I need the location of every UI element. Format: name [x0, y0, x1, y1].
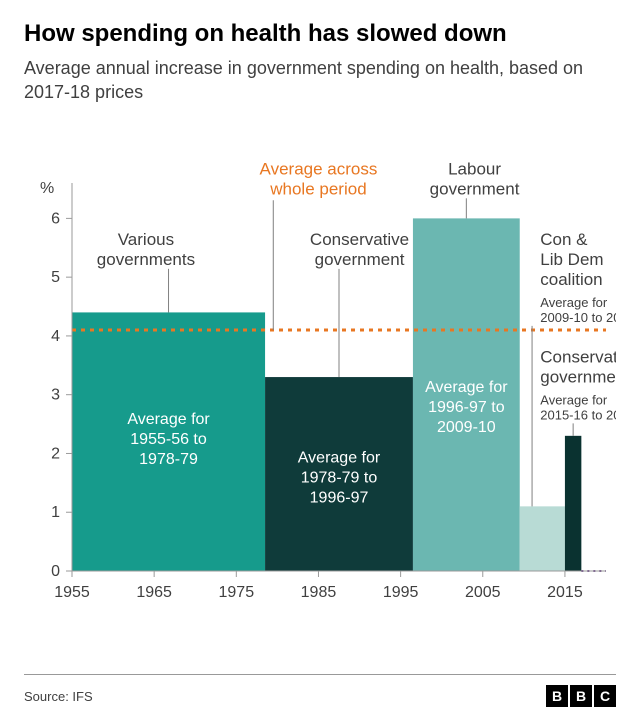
svg-text:1996-97 to: 1996-97 to [428, 398, 505, 415]
svg-text:government: government [540, 367, 616, 386]
svg-text:3: 3 [51, 386, 60, 403]
svg-text:coalition: coalition [540, 269, 602, 288]
svg-text:government: government [430, 179, 520, 198]
svg-text:0: 0 [51, 563, 60, 580]
chart-container: How spending on health has slowed down A… [0, 0, 640, 723]
svg-text:1: 1 [51, 504, 60, 521]
chart-subtitle: Average annual increase in government sp… [24, 56, 616, 105]
footer: Source: IFS B B C [24, 674, 616, 707]
svg-text:2005: 2005 [465, 584, 501, 601]
svg-text:1955-56 to: 1955-56 to [130, 431, 207, 448]
svg-text:1978-79: 1978-79 [139, 451, 198, 468]
svg-text:2015: 2015 [547, 584, 583, 601]
svg-text:2009-10: 2009-10 [437, 418, 496, 435]
chart-area: 0 1 2 3 4 5 6% Average for 1955-56 to 1978-79 Aver… [24, 121, 616, 611]
svg-text:Various: Various [118, 229, 174, 248]
source-text: Source: IFS [24, 689, 93, 704]
svg-text:Conservative: Conservative [310, 229, 409, 248]
svg-text:%: % [40, 180, 54, 197]
bbc-logo: B B C [546, 685, 616, 707]
bar-chart: 0 1 2 3 4 5 6% Average for 1955-56 to 1978-79 Aver… [24, 121, 616, 611]
svg-text:Average for: Average for [298, 449, 381, 466]
svg-text:Con &: Con & [540, 229, 588, 248]
svg-text:6: 6 [51, 210, 60, 227]
svg-text:1955: 1955 [54, 584, 90, 601]
svg-text:1995: 1995 [383, 584, 419, 601]
svg-text:1996-97: 1996-97 [310, 489, 369, 506]
svg-text:Average for: Average for [425, 378, 508, 395]
bbc-block: C [594, 685, 616, 707]
svg-text:1985: 1985 [301, 584, 337, 601]
chart-title: How spending on health has slowed down [24, 20, 616, 48]
svg-text:1975: 1975 [219, 584, 255, 601]
svg-text:1965: 1965 [136, 584, 172, 601]
svg-text:2: 2 [51, 445, 60, 462]
svg-text:2009-10 to 2014-15: 2009-10 to 2014-15 [540, 309, 616, 324]
svg-text:2015-16 to 2016-17: 2015-16 to 2016-17 [540, 407, 616, 422]
bar-coalition [520, 506, 565, 571]
svg-text:government: government [315, 249, 405, 268]
svg-text:1978-79 to: 1978-79 to [301, 469, 378, 486]
svg-text:governments: governments [97, 249, 195, 268]
svg-text:Average for: Average for [540, 294, 608, 309]
bbc-block: B [570, 685, 592, 707]
svg-text:Average for: Average for [540, 392, 608, 407]
svg-text:5: 5 [51, 269, 60, 286]
svg-text:Conservative: Conservative [540, 347, 616, 366]
svg-text:4: 4 [51, 328, 60, 345]
footer-rule [24, 674, 616, 675]
svg-text:Average across: Average across [260, 159, 378, 178]
bar-con2 [565, 435, 581, 570]
svg-text:Lib Dem: Lib Dem [540, 249, 603, 268]
bbc-block: B [546, 685, 568, 707]
svg-text:Average for: Average for [127, 411, 210, 428]
svg-text:Labour: Labour [448, 159, 501, 178]
svg-text:whole period: whole period [269, 179, 366, 198]
